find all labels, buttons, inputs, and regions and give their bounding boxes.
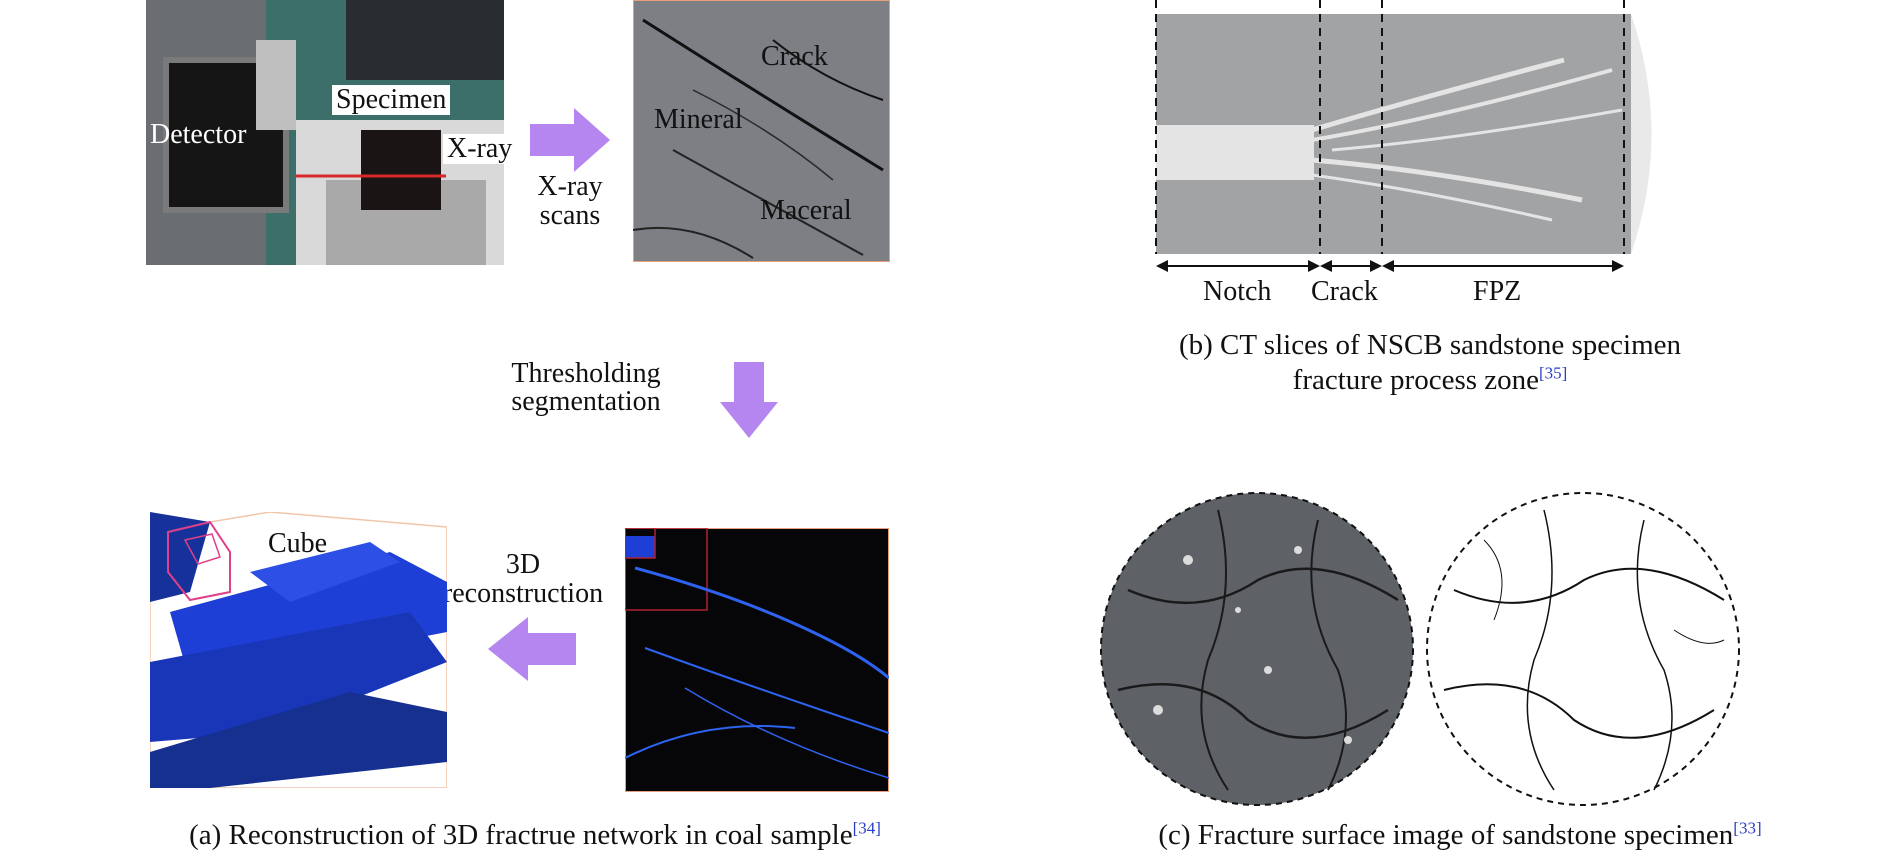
arrow1-label: X-ray scans	[537, 171, 603, 231]
arrow2-label: Thresholding segmentation	[511, 358, 661, 417]
arrow3-label: 3D reconstruction	[442, 549, 604, 609]
caption-b: (b) CT slices of NSCB sandstone specimen…	[1178, 329, 1682, 396]
segmented-image	[625, 528, 889, 792]
label-specimen: Specimen	[332, 85, 451, 115]
arrow-left-icon	[488, 617, 576, 681]
caption-c: (c) Fracture surface image of sandstone …	[1158, 818, 1762, 851]
arrow-down-icon	[720, 362, 778, 438]
label-xray-photo: X-ray	[443, 134, 517, 164]
zone-dimension-arrows	[1152, 254, 1672, 278]
zone-crack-label: Crack	[1311, 276, 1378, 307]
fracture-surface-grayscale	[1098, 490, 1416, 808]
label-cube: Cube	[268, 528, 328, 559]
label-crack-ct: Crack	[761, 41, 828, 72]
nscb-ct-slice	[1152, 0, 1672, 260]
arrow-right-icon	[530, 108, 610, 172]
label-detector: Detector	[150, 119, 247, 150]
caption-a: (a) Reconstruction of 3D fractrue networ…	[189, 818, 881, 851]
label-mineral: Mineral	[654, 104, 743, 135]
label-maceral: Maceral	[760, 195, 852, 226]
reconstruction-cube	[150, 512, 447, 788]
zone-fpz-label: FPZ	[1473, 276, 1522, 307]
zone-notch-label: Notch	[1203, 276, 1272, 307]
fracture-surface-binary	[1424, 490, 1742, 808]
apparatus-photo	[146, 0, 504, 265]
coal-ct-slice	[633, 0, 890, 262]
